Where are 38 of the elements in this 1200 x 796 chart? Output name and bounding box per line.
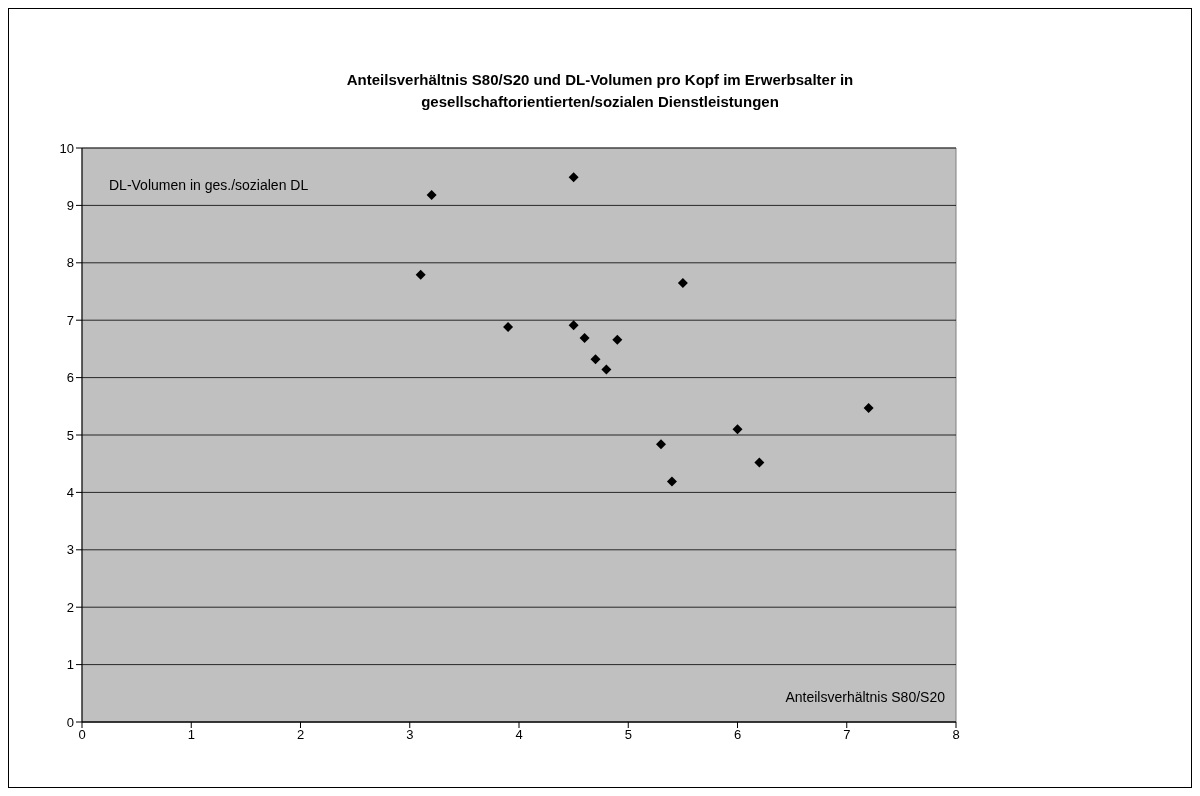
x-tick-label: 1 — [187, 727, 195, 743]
x-tick-label: 6 — [733, 727, 742, 743]
point — [579, 332, 590, 343]
y-tick-label: 7 — [66, 312, 74, 328]
y-tick-label: 10 — [59, 140, 74, 156]
x-axis-title: Anteilsverhältnis S80/S20 — [785, 689, 945, 705]
x-tick-label: 4 — [515, 727, 523, 743]
x-tick-label: 8 — [952, 727, 960, 743]
y-tick-label: 6 — [66, 370, 74, 386]
point — [656, 439, 667, 450]
point — [568, 172, 579, 183]
y-tick-label: 1 — [66, 657, 74, 673]
point — [732, 424, 743, 435]
point — [590, 354, 601, 365]
y-tick-label: 2 — [66, 599, 74, 615]
point — [426, 190, 437, 201]
y-tick-label: 0 — [66, 714, 74, 730]
point — [415, 269, 426, 280]
point — [503, 322, 514, 333]
point — [601, 364, 612, 375]
point — [612, 334, 623, 345]
x-tick-label: 5 — [624, 727, 632, 743]
point — [568, 320, 579, 331]
point — [863, 403, 874, 414]
y-tick-label: 9 — [66, 198, 74, 214]
point — [677, 277, 688, 288]
y-axis-title: DL-Volumen in ges./sozialen DL — [109, 177, 309, 193]
point — [666, 476, 677, 487]
point — [754, 457, 765, 468]
y-tick-label: 4 — [66, 485, 74, 501]
x-tick-label: 7 — [843, 727, 851, 743]
chart-title: Anteilsverhältnis S80/S20 und DL-Volumen pro Kopf im Erwerbsalter in gesellschaftorientierten/sozialen Dienstleistungen — [345, 70, 855, 112]
y-tick-label: 3 — [66, 542, 74, 558]
x-tick-label: 2 — [296, 727, 305, 743]
y-tick-label: 5 — [66, 427, 74, 443]
x-tick-label: 3 — [406, 727, 414, 743]
y-tick-label: 8 — [66, 255, 74, 271]
x-tick-label: 0 — [78, 727, 86, 743]
